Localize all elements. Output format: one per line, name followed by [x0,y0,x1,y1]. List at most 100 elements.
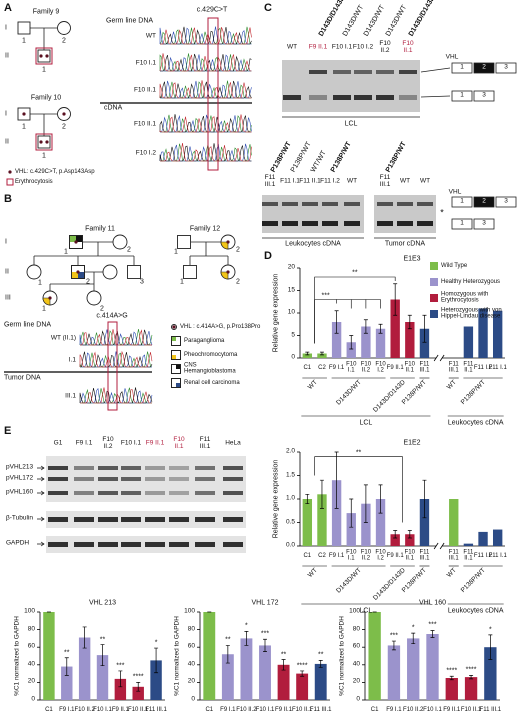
significance: *** [389,632,399,640]
significance: ** [280,650,287,658]
x-tick-label: F10 II.2 [236,706,257,713]
x-tick-label: F10 I.1 [93,706,112,713]
blot-band [195,466,215,470]
line [420,67,451,73]
pedigree-quadrant [42,297,51,306]
lane-label: WT [419,177,431,185]
y-tick-label: 60 [27,642,35,650]
chart-title: VHL 172 [251,599,279,607]
x-tick-label: F10 II.2 [360,549,372,562]
lane-label: F11 I.1 [280,177,300,185]
error-bar [82,626,87,649]
gel-band [262,202,278,206]
error-bar [411,632,416,645]
lane-label: F10 I.1 [120,439,142,447]
arrow [37,490,45,496]
bar [317,353,327,358]
x-tick-label: F10 II.2 [74,706,95,713]
y-axis-label: Relative gene expression [272,459,280,539]
label: Tumor cDNA [384,240,426,248]
carrier-dot [48,296,52,300]
bar [426,634,439,700]
error-bar [319,351,324,356]
lane-label: G1 [53,439,63,447]
y-tick-label: 80 [352,625,360,633]
gel-band [344,202,360,206]
bar [346,513,356,546]
blot-band [74,517,94,522]
gel-band [333,70,351,74]
gel-band [397,221,413,226]
legend-text: Healthy Heterozygous [441,278,501,285]
blot-band [74,466,94,470]
x-tick-label: F9 I.1 [386,706,402,713]
error-bar [363,484,368,523]
error-bar [349,498,354,528]
bar [96,655,109,700]
bar [390,299,400,358]
carrier-dot [62,112,66,116]
pedigree-female [57,21,71,35]
blot-band [74,542,94,547]
error-bar [225,645,230,664]
gel-band [399,70,417,74]
panel-label: B [4,193,12,206]
lane-label: F11 I.2 [320,177,340,185]
pedigree-quadrant [78,272,85,279]
blot-band [48,477,68,481]
y-tick-label: 10 [287,308,295,316]
lane-label: WT [399,177,411,185]
gel [374,195,436,233]
bar [387,645,401,700]
y-axis-label: %C1 normalized to GAPDH [173,616,181,696]
exon-label: 1 [460,219,464,227]
bar [331,322,342,358]
bar [390,534,400,546]
trace [159,80,252,99]
significance: * [488,626,492,634]
bar [331,480,342,546]
x-tick-label: F10 I.1 [423,706,442,713]
label: 2 [236,278,240,286]
label: 1 [174,248,178,256]
pedigree-male [37,135,51,149]
legend-text: Paraganglioma [184,337,225,344]
trace [159,54,252,72]
legend-swatch [430,262,438,270]
mutation-box [207,17,219,171]
blot-band [223,491,243,495]
carrier-dot [39,54,43,58]
label: VHL [448,188,462,196]
blot-band [195,477,215,481]
label: I [5,110,7,118]
x-tick-label: F9 I.1 [59,706,75,713]
error-bar [391,640,396,651]
x-tick-label: F10 I.1 [346,549,357,562]
gel-band [282,221,298,226]
lane-label: HeLa [225,439,241,447]
bar [317,494,327,546]
blot-band [98,517,118,522]
label: 2 [127,246,131,254]
error-bar [407,530,412,539]
x-tick-label: F11 III.1 [479,706,502,713]
gel [262,195,364,233]
blot-band [121,477,141,481]
x-tick-label: F11 III.1 [419,549,430,562]
trace-label: F10 I.2 [135,149,156,157]
bar [240,638,253,700]
blot-band [145,542,165,547]
mutation-box [107,321,118,411]
blot-band [121,466,141,470]
pedigree-female [86,290,102,306]
legend-text: Renal cell carcinoma [184,379,240,386]
label: 1 [38,279,42,287]
pedigree-female [102,264,118,280]
trace [159,26,252,45]
trace [79,350,153,368]
trace [160,27,252,45]
trace-label: WT (II.1) [50,334,76,342]
x-tick-label: F11 I.2 [473,552,493,559]
label: * [440,207,444,218]
